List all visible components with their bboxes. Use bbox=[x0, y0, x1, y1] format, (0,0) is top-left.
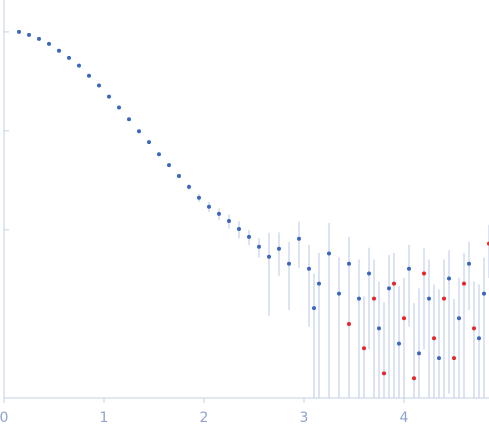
point bbox=[427, 296, 431, 301]
point bbox=[462, 281, 466, 286]
point bbox=[422, 271, 426, 276]
point bbox=[37, 36, 41, 41]
point bbox=[417, 351, 421, 356]
point bbox=[437, 356, 441, 361]
point bbox=[177, 173, 181, 178]
point bbox=[17, 29, 21, 34]
point bbox=[397, 341, 401, 346]
point bbox=[447, 276, 451, 281]
point bbox=[362, 346, 366, 351]
point bbox=[297, 236, 301, 241]
point bbox=[337, 291, 341, 296]
point bbox=[267, 254, 271, 259]
point bbox=[227, 218, 231, 223]
point bbox=[247, 234, 251, 239]
point bbox=[167, 163, 171, 168]
point bbox=[367, 271, 371, 276]
point bbox=[47, 41, 51, 46]
point bbox=[357, 296, 361, 301]
point bbox=[442, 296, 446, 301]
x-tick-label: 4 bbox=[400, 410, 409, 426]
point bbox=[287, 261, 291, 266]
point bbox=[452, 356, 456, 361]
point bbox=[472, 326, 476, 331]
point bbox=[117, 105, 121, 110]
point bbox=[482, 291, 486, 296]
point bbox=[107, 94, 111, 99]
x-tick-label: 2 bbox=[200, 410, 209, 426]
point bbox=[387, 286, 391, 291]
x-tick-label: 1 bbox=[100, 410, 109, 426]
point bbox=[237, 226, 241, 231]
point bbox=[392, 281, 396, 286]
point bbox=[197, 195, 201, 200]
point bbox=[407, 266, 411, 271]
point bbox=[27, 32, 31, 37]
point bbox=[77, 63, 81, 68]
point bbox=[412, 376, 416, 381]
point bbox=[137, 129, 141, 134]
point bbox=[377, 326, 381, 331]
point bbox=[467, 261, 471, 266]
point bbox=[277, 246, 281, 251]
point bbox=[372, 296, 376, 301]
point bbox=[347, 321, 351, 326]
point bbox=[317, 281, 321, 286]
point bbox=[347, 261, 351, 266]
point bbox=[432, 336, 436, 341]
point bbox=[312, 306, 316, 311]
x-tick-label: 3 bbox=[300, 410, 309, 426]
point bbox=[402, 316, 406, 321]
point bbox=[67, 55, 71, 60]
x-tick-label: 0 bbox=[0, 410, 8, 426]
point bbox=[382, 371, 386, 376]
point bbox=[187, 184, 191, 189]
point bbox=[57, 48, 61, 53]
point bbox=[477, 336, 481, 341]
point bbox=[307, 266, 311, 271]
point bbox=[217, 211, 221, 216]
point bbox=[327, 251, 331, 256]
point bbox=[157, 152, 161, 157]
point bbox=[147, 140, 151, 145]
point bbox=[457, 316, 461, 321]
point bbox=[87, 73, 91, 78]
point bbox=[257, 244, 261, 249]
point bbox=[127, 117, 131, 122]
point bbox=[207, 204, 211, 209]
point bbox=[97, 83, 101, 88]
